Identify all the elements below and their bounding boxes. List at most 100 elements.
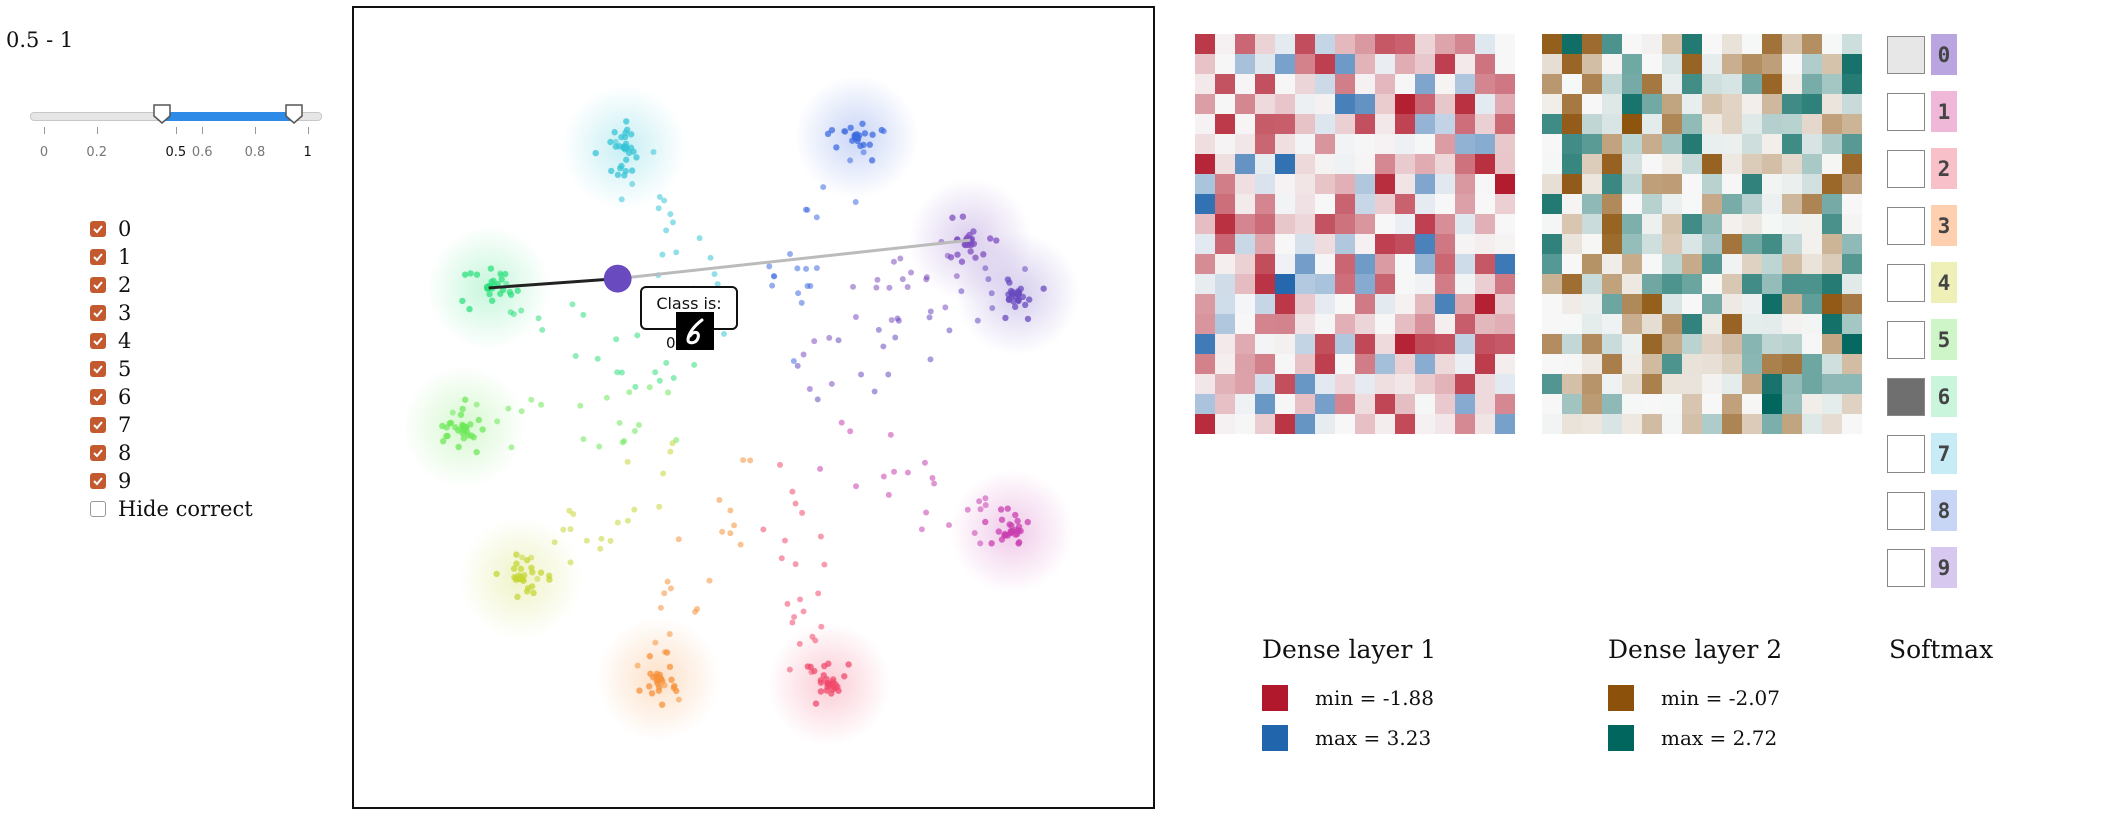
checkbox[interactable]	[90, 221, 106, 237]
sample-point[interactable]	[636, 422, 642, 429]
sample-point[interactable]	[945, 522, 952, 529]
sample-point[interactable]	[799, 509, 806, 516]
sample-point[interactable]	[630, 148, 637, 155]
sample-point[interactable]	[1040, 285, 1047, 292]
sample-point[interactable]	[519, 554, 526, 561]
sample-point[interactable]	[622, 129, 629, 136]
sample-point[interactable]	[443, 432, 450, 440]
sample-point[interactable]	[473, 448, 480, 456]
sample-point[interactable]	[852, 313, 859, 320]
sample-point[interactable]	[560, 526, 567, 533]
sample-point[interactable]	[632, 383, 639, 390]
sample-point[interactable]	[946, 327, 953, 334]
sample-point[interactable]	[658, 701, 666, 708]
sample-point[interactable]	[787, 251, 793, 257]
sample-point[interactable]	[811, 338, 818, 345]
sample-point[interactable]	[888, 317, 895, 324]
sample-point[interactable]	[473, 401, 480, 408]
sample-point[interactable]	[673, 436, 680, 443]
sample-point[interactable]	[667, 448, 674, 455]
sample-point[interactable]	[631, 428, 638, 434]
sample-point[interactable]	[970, 240, 978, 247]
sample-point[interactable]	[624, 517, 631, 524]
sample-point[interactable]	[535, 315, 542, 322]
sample-point[interactable]	[648, 690, 656, 697]
sample-point[interactable]	[598, 535, 605, 542]
sample-point[interactable]	[781, 537, 788, 544]
sample-point[interactable]	[489, 297, 496, 304]
sample-point[interactable]	[832, 681, 839, 688]
sample-point[interactable]	[692, 608, 699, 615]
sample-point[interactable]	[655, 205, 662, 212]
sample-point[interactable]	[1006, 279, 1013, 286]
sample-point[interactable]	[778, 555, 785, 562]
sample-point[interactable]	[809, 633, 816, 640]
class-filter-row[interactable]: 7	[90, 411, 253, 439]
sample-point[interactable]	[825, 681, 833, 688]
sample-point[interactable]	[813, 214, 820, 221]
sample-point[interactable]	[800, 608, 807, 615]
sample-point[interactable]	[646, 653, 654, 660]
sample-point[interactable]	[954, 251, 961, 258]
sample-point[interactable]	[539, 326, 546, 333]
sample-point[interactable]	[612, 143, 620, 150]
sample-point[interactable]	[977, 540, 984, 547]
sample-point[interactable]	[457, 426, 464, 433]
sample-point[interactable]	[508, 444, 515, 451]
sample-point[interactable]	[929, 474, 936, 481]
sample-point[interactable]	[634, 332, 641, 339]
sample-point[interactable]	[1001, 530, 1008, 538]
sample-point[interactable]	[988, 290, 995, 297]
sample-point[interactable]	[817, 688, 825, 695]
sample-point[interactable]	[596, 443, 603, 450]
sample-point[interactable]	[646, 683, 653, 690]
sample-point[interactable]	[1008, 292, 1016, 300]
sample-point[interactable]	[847, 157, 854, 164]
sample-point[interactable]	[623, 118, 630, 125]
sample-point[interactable]	[927, 308, 934, 315]
sample-point[interactable]	[666, 663, 674, 671]
sample-point[interactable]	[665, 389, 672, 396]
sample-point[interactable]	[820, 184, 827, 191]
sample-point[interactable]	[449, 409, 456, 416]
sample-point[interactable]	[813, 265, 820, 272]
sample-point[interactable]	[897, 255, 904, 262]
sample-point[interactable]	[1019, 293, 1027, 301]
sample-point[interactable]	[871, 388, 878, 395]
sample-point[interactable]	[551, 539, 558, 546]
sample-point[interactable]	[874, 276, 881, 283]
sample-point[interactable]	[580, 311, 587, 318]
sample-point[interactable]	[652, 639, 659, 646]
sample-point[interactable]	[656, 503, 663, 510]
sample-point[interactable]	[1024, 315, 1032, 323]
sample-point[interactable]	[817, 465, 824, 472]
sample-point[interactable]	[852, 199, 859, 205]
sample-point[interactable]	[529, 569, 536, 576]
sample-point[interactable]	[512, 577, 519, 584]
class-filter-row[interactable]: 4	[90, 327, 253, 355]
class-filter-row[interactable]: 8	[90, 439, 253, 467]
sample-point[interactable]	[607, 138, 614, 146]
sample-point[interactable]	[1026, 296, 1033, 303]
sample-point[interactable]	[977, 506, 984, 513]
sample-point[interactable]	[466, 305, 473, 313]
sample-point[interactable]	[997, 506, 1005, 513]
sample-point[interactable]	[493, 570, 500, 578]
sample-point[interactable]	[570, 510, 577, 517]
sample-point[interactable]	[1006, 521, 1013, 528]
sample-point[interactable]	[636, 687, 643, 694]
sample-point[interactable]	[931, 480, 938, 487]
sample-point[interactable]	[711, 271, 718, 278]
sample-point[interactable]	[993, 237, 1000, 244]
sample-point[interactable]	[656, 193, 663, 200]
sample-point[interactable]	[853, 134, 860, 142]
sample-point[interactable]	[847, 428, 854, 435]
sample-point[interactable]	[473, 271, 481, 278]
sample-point[interactable]	[461, 271, 469, 278]
sample-point[interactable]	[534, 575, 541, 582]
sample-point[interactable]	[537, 569, 545, 576]
sample-point[interactable]	[707, 254, 714, 261]
sample-point[interactable]	[790, 358, 797, 365]
sample-point[interactable]	[904, 284, 911, 291]
sample-point[interactable]	[580, 436, 587, 443]
